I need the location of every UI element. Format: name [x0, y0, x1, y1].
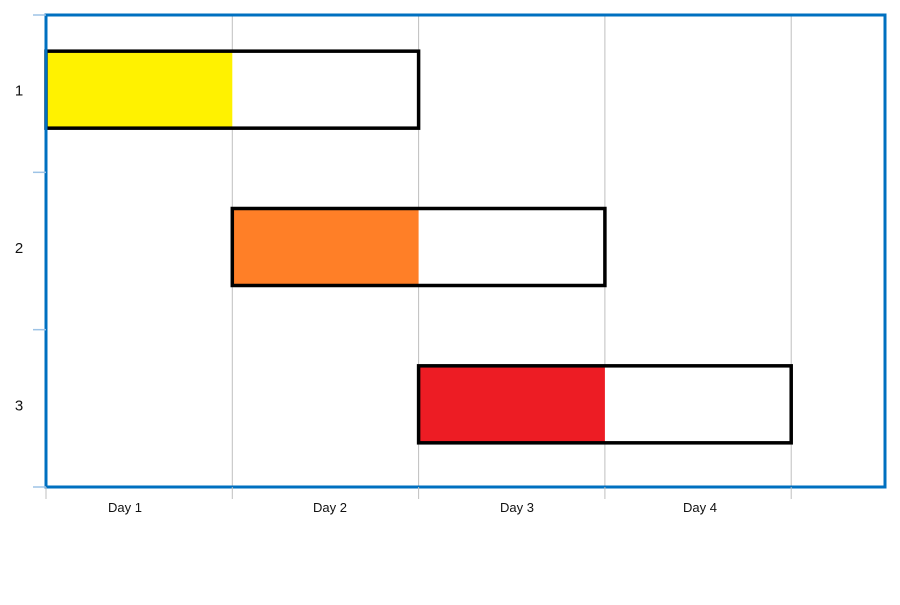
plot-frame — [44, 13, 887, 489]
y-tick-label: 2 — [15, 240, 23, 257]
task-progress-2 — [232, 208, 419, 286]
x-tick-label: Day 1 — [108, 500, 142, 515]
task-progress-1 — [46, 51, 233, 129]
y-tick-label: 1 — [15, 83, 23, 100]
x-tick-label: Day 4 — [683, 500, 717, 515]
task-progress-3 — [418, 365, 605, 443]
x-tick-label: Day 2 — [313, 500, 347, 515]
y-tick-label: 3 — [15, 397, 23, 414]
x-tick-label: Day 3 — [500, 500, 534, 515]
task-outline-3 — [416, 364, 793, 445]
task-outline-2 — [230, 206, 607, 288]
